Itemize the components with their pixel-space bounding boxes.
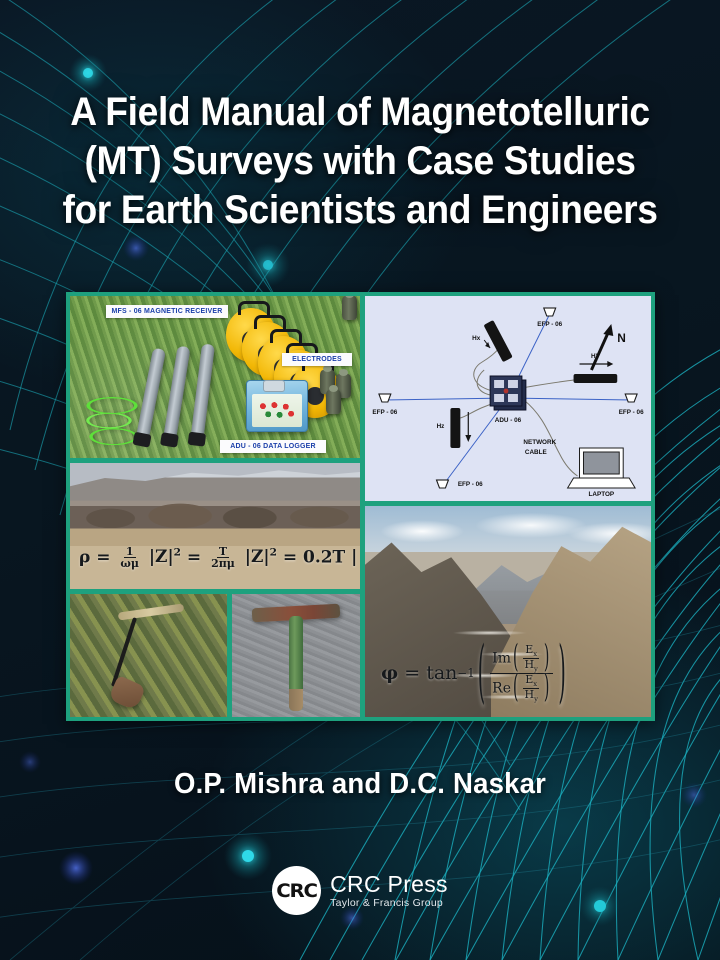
diagram-label-efp-east: EFP - 06 [619, 409, 644, 416]
photo-collage: MFS - 06 MAGNETIC RECEIVER ELECTRODES AD… [66, 292, 655, 721]
diagram-label-hz: Hz [437, 423, 445, 430]
auger-rod [110, 617, 138, 687]
adu-06-logger [246, 380, 308, 432]
diagram-label-network: NETWORK [523, 439, 556, 446]
frac2-numerator: T [216, 544, 230, 559]
scrub-vegetation [70, 495, 360, 529]
eq-1: = [96, 547, 117, 568]
diagram-label-efp-south: EFP - 06 [458, 481, 483, 488]
rho-symbol: ρ [79, 547, 91, 568]
outer-paren-close: ) [558, 633, 566, 713]
label-electrodes: ELECTRODES [282, 353, 352, 366]
re-hy: Hy [524, 687, 538, 704]
tools-row [70, 593, 360, 717]
auger-photo [70, 593, 227, 717]
abs-z-1: |Z|2 [148, 546, 181, 568]
title-line-2: (MT) Surveys with Case Studies [84, 139, 636, 183]
winding-road [450, 624, 549, 713]
tan-exponent: −1 [457, 666, 475, 681]
diagram-label-cable: CABLE [525, 449, 547, 456]
impedance-phase-formula: φ = tan −1 ( Im( Ex Hy ) Re( [380, 634, 569, 713]
publisher-logo: CRC CRC Press Taylor & Francis Group [0, 866, 720, 915]
publisher-text: CRC Press Taylor & Francis Group [330, 870, 448, 910]
mfs-coil-pipe-2 [162, 345, 191, 445]
fraction-t-2pimu: T 2πμ [209, 544, 237, 571]
pickaxe-photo [232, 593, 360, 717]
title-line-1: A Field Manual of Magnetotelluric [70, 90, 650, 134]
phi-symbol: φ [380, 662, 399, 685]
re-ex: Ex [523, 672, 540, 689]
label-mfs-receiver: MFS - 06 MAGNETIC RECEIVER [106, 305, 228, 318]
abs-z-2: |Z|2 [244, 546, 277, 568]
electrode-4 [342, 296, 357, 320]
frac1-denominator: ωμ [120, 557, 139, 571]
real-part: Re( Ex Hy ) [492, 670, 550, 707]
diagram-label-hy: HY [591, 353, 601, 360]
diagram-label-laptop: LAPTOP [589, 491, 615, 498]
diagram-label-adu: ADU - 06 [495, 417, 522, 424]
phase-ratio: Im( Ex Hy ) Re( Ex Hy ) [490, 642, 554, 707]
crc-roundel-icon: CRC [272, 866, 322, 915]
phase-eq: = [398, 662, 427, 685]
collage-left-column: MFS - 06 MAGNETIC RECEIVER ELECTRODES AD… [70, 296, 360, 717]
desert-photo: ρ = 1 ωμ |Z|2 = T 2πμ |Z|2 = 0.2T [70, 462, 360, 589]
apparent-resistivity-formula: ρ = 1 ωμ |Z|2 = T 2πμ |Z|2 = 0.2T [79, 545, 360, 571]
auger-handle-bar [117, 603, 185, 621]
coefficient: 0.2T [302, 547, 346, 568]
fraction-1-omega-mu: 1 ωμ [118, 544, 141, 571]
im-ex: Ex [523, 642, 540, 659]
mfs-coil-pipe-3 [190, 343, 215, 444]
diagram-label-north: N [617, 331, 626, 345]
tan-fn: tan [426, 662, 458, 685]
diagram-svg: EFP - 06 EFP - 06 EFP - 06 EFP - 06 Hx H… [372, 307, 644, 498]
eq-3: = [282, 547, 303, 568]
publisher-name: CRC Press [330, 870, 448, 897]
mt-layout-diagram: EFP - 06 EFP - 06 EFP - 06 EFP - 06 Hx H… [364, 296, 651, 501]
hy-den: Hy [359, 558, 360, 570]
logger-handle [263, 380, 285, 392]
diagram-label-efp-west: EFP - 06 [372, 409, 397, 416]
frac1-numerator: 1 [123, 544, 136, 559]
pickaxe-shaft [288, 615, 303, 711]
publisher-group: Taylor & Francis Group [330, 897, 444, 910]
sky-clouds [364, 506, 651, 553]
frac2-denominator: 2πμ [211, 557, 235, 571]
diagram-label-efp-north: EFP - 06 [537, 321, 562, 328]
im-hy: Hy [524, 657, 538, 673]
logger-panel [252, 394, 302, 427]
imaginary-part: Im( Ex Hy ) [490, 642, 554, 674]
book-title: A Field Manual of Magnetotelluric (MT) S… [0, 88, 720, 235]
title-line-3: for Earth Scientists and Engineers [62, 188, 658, 232]
abs-ex-hy: | Ex Hy |2 [351, 547, 360, 567]
diagram-label-hx: Hx [472, 335, 481, 342]
collage-right-column: EFP - 06 EFP - 06 EFP - 06 EFP - 06 Hx H… [364, 296, 651, 717]
author-names: O.P. Mishra and D.C. Naskar [173, 768, 547, 800]
label-data-logger: ADU - 06 DATA LOGGER [220, 440, 326, 453]
equipment-photo: MFS - 06 MAGNETIC RECEIVER ELECTRODES AD… [70, 296, 360, 458]
outer-paren-open: ( [477, 633, 486, 713]
crc-monogram: CRC [276, 879, 318, 902]
eq-2: = [186, 547, 208, 568]
valley-photo: φ = tan −1 ( Im( Ex Hy ) Re( [364, 506, 651, 717]
electrode-3 [326, 385, 341, 414]
